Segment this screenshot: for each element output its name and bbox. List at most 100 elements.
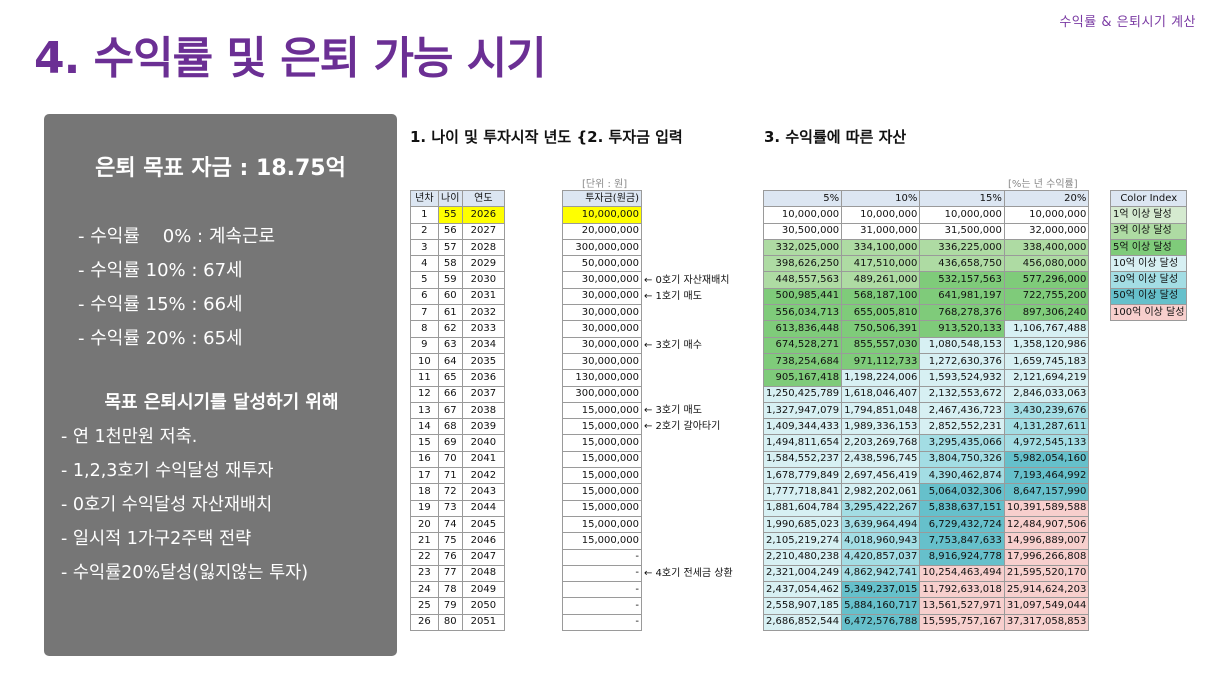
cell-age: 65 bbox=[437, 369, 463, 387]
cell-asset: 10,000,000 bbox=[1003, 206, 1090, 224]
cell-asset: 8,647,157,990 bbox=[1003, 483, 1090, 501]
cell-asset: 1,198,224,006 bbox=[841, 369, 921, 387]
cell-asset: 897,306,240 bbox=[1003, 304, 1090, 322]
cell-asset: 1,584,552,237 bbox=[762, 450, 843, 469]
cell-asset: 336,225,000 bbox=[919, 238, 1005, 257]
cell-asset: 37,317,058,853 bbox=[1003, 613, 1090, 632]
table-row: 15,000,000 bbox=[562, 450, 642, 469]
table-row: 1,881,604,784 3,295,422,267 5,838,637,151 1… bbox=[762, 499, 1090, 517]
cell-investment: 300,000,000 bbox=[562, 238, 642, 257]
color-index-row: 50억 이상 달성 bbox=[1109, 287, 1188, 306]
cell-asset: 1,678,779,849 bbox=[762, 467, 843, 485]
table-row: 21 75 2046 bbox=[410, 532, 506, 550]
cell-age: 68 bbox=[437, 418, 463, 436]
table-row: 4 58 2029 bbox=[410, 255, 506, 273]
cell-year: 2027 bbox=[461, 222, 506, 240]
table-row: 15,000,000 bbox=[562, 483, 642, 501]
cell-asset: 2,210,480,238 bbox=[762, 548, 843, 566]
cell-year-index: 2 bbox=[410, 222, 439, 240]
cell-asset: 2,121,694,219 bbox=[1003, 369, 1090, 387]
cell-year-index: 23 bbox=[410, 564, 439, 583]
cell-year: 2032 bbox=[461, 304, 506, 322]
cell-year-index: 15 bbox=[410, 434, 439, 452]
cell-age: 67 bbox=[437, 401, 463, 420]
cell-asset: 855,557,030 bbox=[841, 336, 921, 354]
table-row: 10,000,000 bbox=[562, 206, 642, 224]
cell-asset: 31,000,000 bbox=[841, 222, 921, 240]
cell-asset: 10,391,589,588 bbox=[1003, 499, 1090, 517]
cell-year-index: 3 bbox=[410, 238, 439, 257]
cell-age: 77 bbox=[437, 564, 463, 583]
cell-age: 57 bbox=[437, 238, 463, 257]
cell-age: 73 bbox=[437, 499, 463, 517]
cell-year-index: 18 bbox=[410, 483, 439, 501]
corner-label: 수익률 & 은퇴시기 계산 bbox=[1059, 15, 1196, 30]
header-rate-10: 10% bbox=[841, 189, 921, 208]
cell-age: 75 bbox=[437, 532, 463, 550]
cell-asset: 1,881,604,784 bbox=[762, 499, 843, 517]
cell-asset: 14,996,889,007 bbox=[1003, 532, 1090, 550]
cell-asset: 738,254,684 bbox=[762, 352, 843, 371]
cell-asset: 568,187,100 bbox=[841, 287, 921, 306]
cell-year: 2041 bbox=[461, 450, 506, 469]
cell-asset: 4,390,462,874 bbox=[919, 467, 1005, 485]
cell-asset: 1,106,767,488 bbox=[1003, 320, 1090, 338]
cell-year-index: 12 bbox=[410, 385, 439, 403]
cell-investment: 30,000,000 bbox=[562, 271, 642, 289]
cell-investment: - bbox=[562, 564, 642, 583]
table-row: - bbox=[562, 597, 642, 615]
cell-asset: 10,000,000 bbox=[919, 206, 1005, 224]
cell-investment: - bbox=[562, 597, 642, 615]
table-row: 2,558,907,185 5,884,160,717 13,561,527,971… bbox=[762, 597, 1090, 615]
cell-asset: 1,989,336,153 bbox=[841, 418, 921, 436]
cell-asset: 1,593,524,932 bbox=[919, 369, 1005, 387]
table-row: 905,167,418 1,198,224,006 1,593,524,932 2,1… bbox=[762, 369, 1090, 387]
unit-note: [단위 : 원] bbox=[582, 179, 628, 190]
cell-age: 58 bbox=[437, 255, 463, 273]
table-row: 30,000,000 bbox=[562, 304, 642, 322]
cell-investment: 15,000,000 bbox=[562, 483, 642, 501]
table-row: 1,327,947,079 1,794,851,048 2,467,436,723 3… bbox=[762, 401, 1090, 420]
cell-asset: 10,000,000 bbox=[841, 206, 921, 224]
cell-year: 2040 bbox=[461, 434, 506, 452]
cell-asset: 2,558,907,185 bbox=[762, 597, 843, 615]
table-row: 12 66 2037 bbox=[410, 385, 506, 403]
cell-age: 74 bbox=[437, 515, 463, 534]
rate-item: - 수익률 0% : 계속근로 bbox=[78, 226, 276, 247]
cell-investment: 15,000,000 bbox=[562, 434, 642, 452]
cell-asset: 334,100,000 bbox=[841, 238, 921, 257]
cell-asset: 3,430,239,676 bbox=[1003, 401, 1090, 420]
table-row: 20 74 2045 bbox=[410, 515, 506, 534]
cell-asset: 1,272,630,376 bbox=[919, 352, 1005, 371]
cell-year-index: 8 bbox=[410, 320, 439, 338]
cell-asset: 4,018,960,943 bbox=[841, 532, 921, 550]
table-row: 14 68 2039 bbox=[410, 418, 506, 436]
cell-asset: 338,400,000 bbox=[1003, 238, 1090, 257]
cell-year-index: 11 bbox=[410, 369, 439, 387]
cell-asset: 532,157,563 bbox=[919, 271, 1005, 289]
table-row: 1,777,718,841 2,982,202,061 5,064,032,306 8… bbox=[762, 483, 1090, 501]
header-rate-20: 20% bbox=[1003, 189, 1090, 208]
cell-investment: - bbox=[562, 581, 642, 599]
table-row: 10 64 2035 bbox=[410, 352, 506, 371]
cell-asset: 2,438,596,745 bbox=[841, 450, 921, 469]
cell-year-index: 9 bbox=[410, 336, 439, 354]
color-index-row: 3억 이상 달성 bbox=[1109, 222, 1188, 240]
table-row: 332,025,000 334,100,000 336,225,000 338,400… bbox=[762, 238, 1090, 257]
cell-asset: 4,420,857,037 bbox=[841, 548, 921, 566]
cell-year: 2049 bbox=[461, 581, 506, 599]
summary-panel: 은퇴 목표 자금 : 18.75억 - 수익률 0% : 계속근로 - 수익률 … bbox=[44, 114, 397, 656]
cell-year: 2045 bbox=[461, 515, 506, 534]
header-age: 나이 bbox=[437, 189, 463, 208]
event-note: ← 3호기 매도 bbox=[644, 405, 702, 416]
cell-asset: 1,080,548,153 bbox=[919, 336, 1005, 354]
cell-year-index: 1 bbox=[410, 206, 439, 224]
cell-age: 80 bbox=[437, 613, 463, 632]
table-row: 11 65 2036 bbox=[410, 369, 506, 387]
cell-asset: 4,131,287,611 bbox=[1003, 418, 1090, 436]
cell-investment: 30,000,000 bbox=[562, 304, 642, 322]
cell-year: 2029 bbox=[461, 255, 506, 273]
cell-age: 69 bbox=[437, 434, 463, 452]
cell-asset: 32,000,000 bbox=[1003, 222, 1090, 240]
table-row: 15,000,000 bbox=[562, 515, 642, 534]
